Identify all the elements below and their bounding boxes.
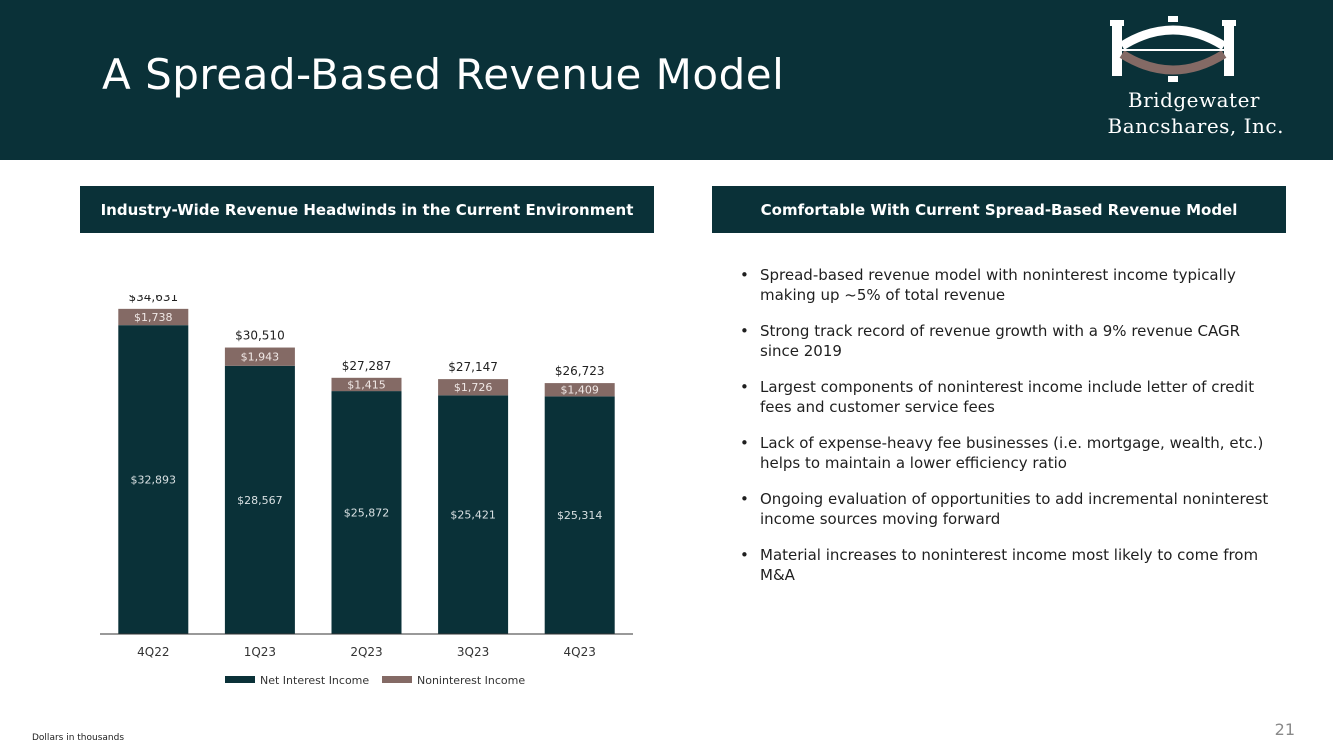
bullet-item: Lack of expense-heavy fee businesses (i.… xyxy=(740,433,1270,473)
data-label-total: $34,631 xyxy=(128,295,178,304)
data-label-noninterest-income: $1,409 xyxy=(560,384,599,397)
header-banner: A Spread-Based Revenue Model Bridgewater… xyxy=(0,0,1333,160)
page-number: 21 xyxy=(1274,720,1295,739)
bullet-item: Largest components of noninterest income… xyxy=(740,377,1270,417)
revenue-model-bullet-list: Spread-based revenue model with noninter… xyxy=(740,265,1270,601)
bar-noninterest-income xyxy=(118,308,189,326)
bar-noninterest-income xyxy=(438,379,509,396)
bar-noninterest-income xyxy=(544,383,615,397)
legend-swatch-noninterest-income xyxy=(382,676,412,683)
footnote: Dollars in thousands xyxy=(32,733,125,743)
bar-net-interest-income xyxy=(544,396,615,634)
legend-label-net-interest-income: Net Interest Income xyxy=(260,674,369,687)
data-label-noninterest-income: $1,738 xyxy=(134,311,173,324)
company-logo: Bridgewater Bancshares, Inc. xyxy=(1060,14,1290,149)
bar-net-interest-income xyxy=(224,365,295,634)
x-tick-label: 2Q23 xyxy=(350,645,382,659)
logo-text-line2: Bancshares, Inc. xyxy=(1107,114,1284,138)
bar-net-interest-income xyxy=(331,391,402,634)
data-label-noninterest-income: $1,415 xyxy=(347,378,386,391)
bullet-item: Ongoing evaluation of opportunities to a… xyxy=(740,489,1270,529)
x-tick-label: 4Q22 xyxy=(137,645,169,659)
data-label-total: $27,287 xyxy=(342,359,392,373)
logo-text-line1: Bridgewater xyxy=(1127,88,1260,112)
legend-label-noninterest-income: Noninterest Income xyxy=(417,674,525,687)
data-label-noninterest-income: $1,726 xyxy=(454,381,493,394)
bullet-item: Strong track record of revenue growth wi… xyxy=(740,321,1270,361)
bar-net-interest-income xyxy=(118,325,189,634)
x-tick-label: 3Q23 xyxy=(457,645,489,659)
bullet-item: Spread-based revenue model with noninter… xyxy=(740,265,1270,305)
x-tick-label: 4Q23 xyxy=(564,645,596,659)
page-title: A Spread-Based Revenue Model xyxy=(102,50,785,99)
data-label-noninterest-income: $1,943 xyxy=(241,351,280,364)
revenue-stacked-bar-chart: $32,893 $1,738 $34,631 4Q22 $28,567 $1,943 $30… xyxy=(100,295,633,687)
data-label-total: $26,723 xyxy=(555,364,605,378)
bullet-item: Material increases to noninterest income… xyxy=(740,545,1270,585)
legend-swatch-net-interest-income xyxy=(225,676,255,683)
data-label-total: $30,510 xyxy=(235,329,285,343)
x-tick-label: 1Q23 xyxy=(244,645,276,659)
data-label-net-interest-income: $25,872 xyxy=(344,507,390,520)
bar-net-interest-income xyxy=(438,395,509,634)
bridge-logo-icon xyxy=(1110,16,1236,82)
bar-noninterest-income xyxy=(224,347,295,366)
data-label-total: $27,147 xyxy=(448,360,498,374)
data-label-net-interest-income: $25,314 xyxy=(557,509,603,522)
data-label-net-interest-income: $28,567 xyxy=(237,494,283,507)
bar-noninterest-income xyxy=(331,377,402,392)
right-panel-header: Comfortable With Current Spread-Based Re… xyxy=(712,186,1286,233)
data-label-net-interest-income: $25,421 xyxy=(450,509,496,522)
data-label-net-interest-income: $32,893 xyxy=(131,474,177,487)
left-panel-header: Industry-Wide Revenue Headwinds in the C… xyxy=(80,186,654,233)
